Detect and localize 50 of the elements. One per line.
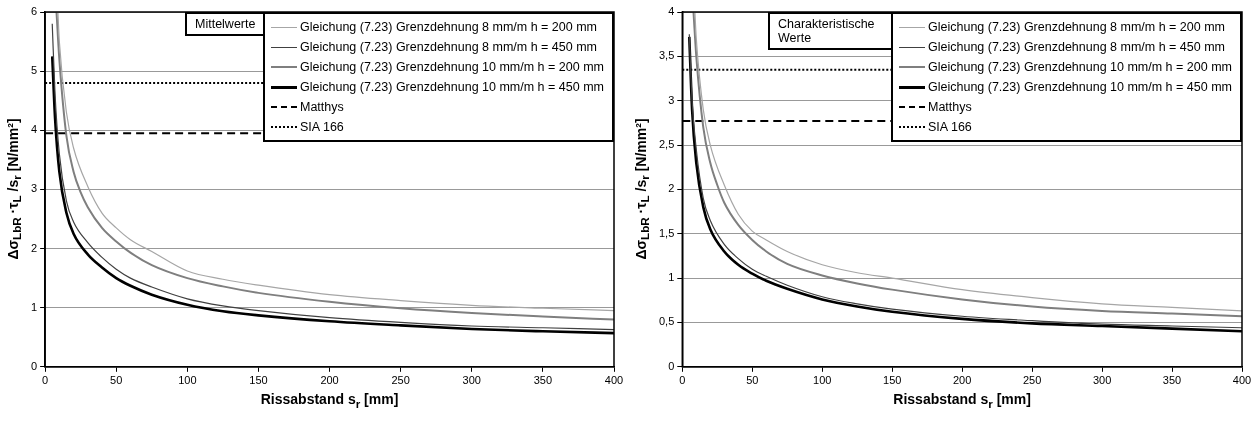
y-tick-label: 2 xyxy=(30,241,38,254)
x-tick-label: 400 xyxy=(604,374,624,387)
x-tick-label: 300 xyxy=(462,374,481,387)
x-tick-label: 0 xyxy=(42,374,49,387)
legend-label: Gleichung (7.23) Grenzdehnung 8 mm/m h = 200 mm xyxy=(300,20,598,34)
y-tick-label: 0 xyxy=(668,359,675,372)
legend-label: Matthys xyxy=(928,100,972,114)
y-tick-label: 3 xyxy=(30,182,38,195)
x-tick-label: 150 xyxy=(249,374,268,387)
y-tick-label: 2,5 xyxy=(658,138,675,151)
legend-label: SIA 166 xyxy=(928,120,972,134)
legend-label: Gleichung (7.23) Grenzdehnung 8 mm/m h = 200 mm xyxy=(928,20,1226,34)
y-tick-label: 3 xyxy=(668,93,675,106)
x-axis-title: Rissabstand s$_{r}$ [mm] xyxy=(893,390,1031,410)
x-tick-label: 200 xyxy=(320,374,339,387)
x-tick-label: 250 xyxy=(1022,374,1042,387)
legend-label: Gleichung (7.23) Grenzdehnung 10 mm/m h = 450 mm xyxy=(300,80,604,94)
x-tick-label: 350 xyxy=(1162,374,1182,387)
y-tick-label: 6 xyxy=(30,5,38,18)
x-tick-label: 300 xyxy=(1092,374,1112,387)
x-tick-label: 250 xyxy=(391,374,410,387)
x-tick-label: 50 xyxy=(110,374,123,387)
y-tick-label: 2 xyxy=(668,182,675,195)
legend-label: Gleichung (7.23) Grenzdehnung 10 mm/m h = 200 mm xyxy=(928,60,1232,74)
x-tick-label: 400 xyxy=(1232,374,1252,387)
y-tick-label: 4 xyxy=(668,5,675,18)
legend-label: Matthys xyxy=(300,100,344,114)
y-tick-label: 0 xyxy=(30,359,38,372)
y-tick-label: 4 xyxy=(30,123,38,136)
legend-label: Gleichung (7.23) Grenzdehnung 10 mm/m h = 450 mm xyxy=(928,80,1232,94)
legend-label: Gleichung (7.23) Grenzdehnung 8 mm/m h = 450 mm xyxy=(928,40,1226,54)
y-tick-label: 1 xyxy=(668,271,675,284)
legend-label: SIA 166 xyxy=(300,120,344,134)
x-tick-label: 0 xyxy=(679,374,686,387)
x-tick-label: 100 xyxy=(178,374,197,387)
y-tick-label: 1,5 xyxy=(658,226,675,239)
x-axis-title: Rissabstand s$_{r}$ [mm] xyxy=(260,390,399,410)
legend-label: Gleichung (7.23) Grenzdehnung 10 mm/m h = 200 mm xyxy=(300,60,604,74)
legend-label: Gleichung (7.23) Grenzdehnung 8 mm/m h = 450 mm xyxy=(300,40,598,54)
x-tick-label: 200 xyxy=(952,374,972,387)
x-tick-label: 350 xyxy=(533,374,553,387)
annotation: Mittelwerte xyxy=(185,12,266,36)
y-tick-label: 0,5 xyxy=(658,315,675,328)
y-tick-label: 5 xyxy=(30,64,38,77)
x-tick-label: 150 xyxy=(883,374,902,387)
y-tick-label: 1 xyxy=(30,300,38,313)
y-tick-label: 3,5 xyxy=(658,49,675,62)
x-tick-label: 50 xyxy=(746,374,759,387)
x-tick-label: 100 xyxy=(813,374,832,387)
annotation: Charakteristische Werte xyxy=(768,12,893,50)
